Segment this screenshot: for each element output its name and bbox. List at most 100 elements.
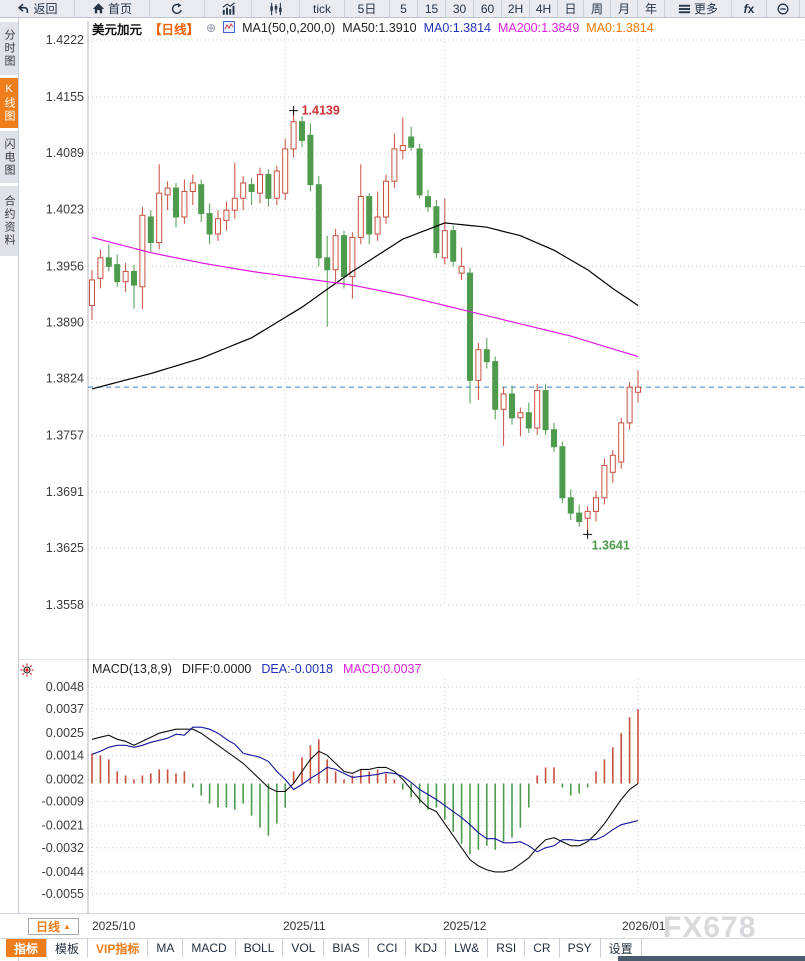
xaxis-label-2026-01: 2026/01 bbox=[622, 919, 666, 933]
indicator-tab-template[interactable]: 模板 bbox=[47, 939, 89, 957]
toolbar-period-15[interactable]: 15 bbox=[418, 0, 446, 17]
toolbar-period-4h[interactable]: 4H bbox=[530, 0, 558, 17]
toolbar-period-2h[interactable]: 2H bbox=[502, 0, 530, 17]
indicator-tab-bar: 指标 模板 VIP指标 MA MACD BOLL VOL BIAS CCI KDJ LW& RSI CR… bbox=[0, 938, 805, 957]
more-icon bbox=[678, 3, 691, 15]
pane-separator bbox=[19, 659, 805, 660]
toolbar-period-week[interactable]: 周 bbox=[584, 0, 611, 17]
sidebar-tab-time-chart[interactable]: 分时图 bbox=[0, 22, 18, 75]
svg-text:-0.0021: -0.0021 bbox=[42, 819, 84, 833]
period-label: 【日线】 bbox=[149, 22, 200, 37]
xaxis-label-2025-11: 2025/11 bbox=[283, 919, 326, 933]
toolbar-label-period-month: 月 bbox=[617, 2, 630, 16]
toolbar-zoom-out[interactable] bbox=[767, 0, 800, 17]
xaxis-label-2025-12: 2025/12 bbox=[443, 919, 487, 933]
price-pane-header: 美元加元 【日线】 ⊕ MA1(50,0,200,0) MA50:1.3910 … bbox=[92, 20, 654, 37]
mini-chart-icon[interactable] bbox=[223, 20, 236, 36]
toolbar-label-period-4h: 4H bbox=[535, 1, 552, 16]
svg-text:1.3558: 1.3558 bbox=[46, 598, 84, 612]
ma-settings-label: MA1(50,0,200,0) bbox=[242, 21, 336, 35]
indicator-tab-cci[interactable]: CCI bbox=[369, 939, 407, 957]
toolbar-more[interactable]: 更多 bbox=[665, 0, 732, 17]
toolbar-candle-chart[interactable] bbox=[252, 0, 300, 17]
svg-text:-0.0055: -0.0055 bbox=[42, 887, 84, 901]
toolbar-bar-chart[interactable] bbox=[205, 0, 252, 17]
ma50-value: MA50:1.3910 bbox=[342, 21, 417, 35]
toolbar-period-day[interactable]: 日 bbox=[558, 0, 584, 17]
toolbar-label-period-60: 60 bbox=[480, 1, 495, 16]
ma0-blue-value: MA0:1.3814 bbox=[423, 21, 491, 35]
svg-text:1.3757: 1.3757 bbox=[46, 429, 84, 443]
toolbar-label-tick: tick bbox=[313, 1, 331, 16]
toolbar-label-period-year: 年 bbox=[644, 2, 657, 16]
chart-type-sidebar: 分时图 K线图闪电图合约资料 bbox=[0, 18, 19, 961]
indicator-settings-sun-icon[interactable] bbox=[20, 663, 34, 677]
macd-value: MACD:0.0037 bbox=[342, 662, 422, 676]
toolbar-refresh[interactable] bbox=[150, 0, 205, 17]
sidebar-tab-flash-chart[interactable]: 闪电图 bbox=[0, 131, 18, 183]
indicator-tab-vol[interactable]: VOL bbox=[283, 939, 325, 957]
period-dropdown-label: 日线 bbox=[36, 920, 61, 934]
toolbar-period-5d[interactable]: 5日 bbox=[345, 0, 390, 17]
dropdown-arrow-icon: ▲ bbox=[63, 922, 71, 931]
bottom-scrollbar[interactable] bbox=[618, 956, 805, 961]
svg-text:1.3890: 1.3890 bbox=[46, 316, 84, 330]
svg-text:1.4222: 1.4222 bbox=[46, 33, 84, 47]
sidebar-tab-kline-chart[interactable]: K线图 bbox=[0, 78, 18, 128]
indicator-tab-kdj[interactable]: KDJ bbox=[406, 939, 447, 957]
toolbar-label-period-2h: 2H bbox=[507, 1, 524, 16]
toolbar-label-period-week: 周 bbox=[590, 2, 603, 16]
indicator-tab-bias[interactable]: BIAS bbox=[324, 939, 369, 957]
xaxis-row: 日线 ▲ FX678 2025/10 2025/11 2025/12 2026/01 bbox=[0, 911, 805, 944]
indicator-tab-rsi[interactable]: RSI bbox=[488, 939, 526, 957]
svg-text:1.4139: 1.4139 bbox=[302, 104, 340, 118]
macd-dea-value: DEA:-0.0018 bbox=[261, 662, 333, 676]
home-icon bbox=[92, 2, 105, 15]
toolbar-label-back: 返回 bbox=[33, 2, 58, 16]
circle-plus-icon[interactable]: ⊕ bbox=[206, 21, 217, 35]
svg-text:-0.0009: -0.0009 bbox=[42, 795, 84, 809]
macd-pane-header: MACD(13,8,9) DIFF:0.0000 DEA:-0.0018 MAC… bbox=[92, 662, 421, 676]
indicator-tab-psy[interactable]: PSY bbox=[560, 939, 601, 957]
toolbar-label-period-5: 5 bbox=[400, 1, 407, 16]
svg-text:1.4155: 1.4155 bbox=[46, 90, 84, 104]
top-toolbar: 返回 首页 tick 5日 5 15 30 60 2H 4H 日周月年 更多 fx bbox=[0, 0, 805, 18]
indicator-tab-settings[interactable]: 设置 bbox=[601, 939, 642, 957]
toolbar-fx-functions[interactable]: fx bbox=[732, 0, 767, 17]
zoom-out-icon bbox=[776, 2, 790, 16]
fx-functions-icon: fx bbox=[743, 1, 755, 16]
svg-text:1.4089: 1.4089 bbox=[46, 146, 84, 160]
toolbar-tick[interactable]: tick bbox=[300, 0, 345, 17]
toolbar-label-home: 首页 bbox=[107, 2, 132, 16]
indicator-tab-boll[interactable]: BOLL bbox=[236, 939, 284, 957]
toolbar-period-60[interactable]: 60 bbox=[474, 0, 502, 17]
back-icon bbox=[16, 2, 30, 16]
svg-text:0.0048: 0.0048 bbox=[46, 680, 84, 694]
indicator-tab-macd[interactable]: MACD bbox=[183, 939, 236, 957]
period-dropdown-button[interactable]: 日线 ▲ bbox=[28, 918, 79, 935]
indicator-tab-lw[interactable]: LW& bbox=[446, 939, 489, 957]
toolbar-period-year[interactable]: 年 bbox=[638, 0, 665, 17]
svg-text:-0.0044: -0.0044 bbox=[42, 865, 84, 879]
toolbar-label-more: 更多 bbox=[693, 2, 718, 16]
toolbar-back[interactable]: 返回 bbox=[0, 0, 75, 17]
indicator-tab-cr[interactable]: CR bbox=[525, 939, 560, 957]
svg-text:1.4023: 1.4023 bbox=[46, 202, 84, 216]
toolbar-period-30[interactable]: 30 bbox=[446, 0, 474, 17]
ma200-value: MA200:1.3849 bbox=[497, 21, 580, 35]
refresh-icon bbox=[170, 2, 184, 16]
toolbar-period-5[interactable]: 5 bbox=[390, 0, 418, 17]
bar-chart-icon bbox=[221, 1, 236, 16]
ma0-orange-value: MA0:1.3814 bbox=[586, 21, 654, 35]
sidebar-tab-contract-info[interactable]: 合约资料 bbox=[0, 186, 18, 256]
toolbar-period-month[interactable]: 月 bbox=[611, 0, 638, 17]
indicator-tab-vip-indicator[interactable]: VIP指标 bbox=[88, 939, 149, 957]
indicator-tab-indicator[interactable]: 指标 bbox=[6, 939, 48, 957]
indicator-tab-ma[interactable]: MA bbox=[148, 939, 184, 957]
toolbar-home[interactable]: 首页 bbox=[75, 0, 150, 17]
symbol-name: 美元加元 bbox=[92, 22, 143, 37]
svg-text:1.3824: 1.3824 bbox=[46, 372, 84, 386]
svg-text:-0.0032: -0.0032 bbox=[42, 841, 84, 855]
